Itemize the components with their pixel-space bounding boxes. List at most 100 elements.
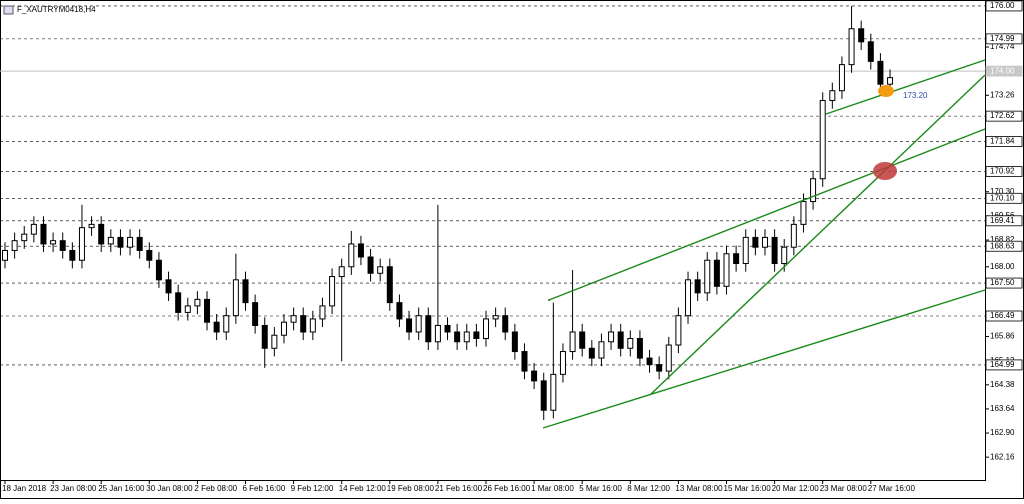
candle-body bbox=[848, 28, 855, 66]
candle-body bbox=[223, 315, 230, 333]
x-tick-label: 13 Mar 08:00 bbox=[675, 484, 723, 493]
candle-body bbox=[752, 236, 759, 248]
candle-body bbox=[665, 344, 672, 372]
y-tick-label: 163.64 bbox=[990, 404, 1015, 413]
candle-body bbox=[319, 305, 326, 320]
candle-body bbox=[800, 201, 807, 225]
candle-body bbox=[290, 315, 297, 323]
candle-body bbox=[713, 259, 720, 287]
candle-body bbox=[761, 236, 768, 248]
candle-body bbox=[127, 236, 134, 248]
candle-body bbox=[588, 347, 595, 359]
candle-body bbox=[117, 236, 124, 248]
x-tick-label: 8 Mar 12:00 bbox=[627, 484, 670, 493]
y-tick-label: 170.30 bbox=[990, 187, 1015, 196]
candle-body bbox=[175, 292, 182, 313]
x-tick-label: 19 Feb 08:00 bbox=[387, 484, 435, 493]
x-tick-label: 15 Mar 16:00 bbox=[724, 484, 772, 493]
candle-body bbox=[550, 373, 557, 411]
candle-body bbox=[155, 259, 162, 281]
level-label: 170.10 bbox=[990, 193, 1015, 202]
y-tick-label: 168.82 bbox=[990, 235, 1015, 244]
chart-title: F_XAUTRYM0418,H4 bbox=[17, 5, 96, 14]
candle-body bbox=[608, 331, 615, 343]
level-label-box bbox=[985, 359, 1023, 371]
candle-body bbox=[309, 318, 316, 333]
y-tick-label: 165.86 bbox=[990, 332, 1015, 341]
candle-body bbox=[11, 240, 18, 251]
candle-body bbox=[473, 331, 480, 339]
candle-body bbox=[887, 77, 894, 85]
candle-body bbox=[107, 236, 114, 245]
level-label: 174.00 bbox=[990, 66, 1015, 75]
y-tick-label: 173.26 bbox=[990, 90, 1015, 99]
candle-body bbox=[242, 279, 249, 304]
marker bbox=[878, 85, 894, 97]
candle-body bbox=[357, 243, 364, 258]
level-label: 166.49 bbox=[990, 311, 1015, 320]
x-tick-label: 9 Feb 12:00 bbox=[291, 484, 334, 493]
candle-body bbox=[59, 240, 66, 251]
level-label-box bbox=[985, 65, 1023, 77]
level-label-box bbox=[985, 240, 1023, 252]
trendlines bbox=[542, 59, 986, 429]
candle-body bbox=[184, 305, 191, 313]
candle-body bbox=[675, 315, 682, 346]
candle-body bbox=[829, 90, 836, 101]
candle-body bbox=[386, 266, 393, 304]
candles bbox=[2, 5, 894, 421]
candle-body bbox=[300, 315, 307, 333]
candle-body bbox=[98, 223, 105, 245]
x-tick-label: 14 Feb 12:00 bbox=[339, 484, 387, 493]
x-tick-label: 26 Feb 16:00 bbox=[483, 484, 531, 493]
level-label: 174.99 bbox=[990, 34, 1015, 43]
x-tick-label: 1 Mar 08:00 bbox=[531, 484, 574, 493]
candle-body bbox=[511, 331, 518, 353]
candle-body bbox=[338, 266, 345, 278]
candle-body bbox=[790, 223, 797, 248]
candle-body bbox=[646, 357, 653, 366]
candle-body bbox=[415, 315, 422, 333]
trendline bbox=[542, 289, 986, 429]
level-label-box bbox=[985, 192, 1023, 204]
candle-body bbox=[204, 298, 211, 323]
candle-body bbox=[627, 337, 634, 349]
candle-body bbox=[2, 249, 8, 261]
candle-body bbox=[454, 331, 461, 343]
candle-body bbox=[579, 331, 586, 349]
candle-body bbox=[569, 331, 576, 353]
candle-body bbox=[50, 240, 57, 245]
candle-body bbox=[396, 302, 403, 320]
candle-body bbox=[636, 337, 643, 359]
y-tick-label: 162.90 bbox=[990, 428, 1015, 437]
candle-body bbox=[261, 324, 268, 349]
level-label-box bbox=[985, 310, 1023, 322]
candle-body bbox=[598, 341, 605, 359]
candle-body bbox=[502, 315, 509, 333]
candle-body bbox=[733, 253, 740, 265]
level-label: 169.41 bbox=[990, 216, 1015, 225]
candle-body bbox=[348, 243, 355, 268]
candle-body bbox=[78, 227, 85, 261]
candle-body bbox=[377, 266, 384, 274]
level-label: 171.84 bbox=[990, 137, 1015, 146]
candle-body bbox=[367, 256, 374, 274]
candle-body bbox=[483, 318, 489, 339]
trendline bbox=[825, 59, 986, 115]
candle-body bbox=[232, 279, 239, 317]
level-label-box bbox=[985, 136, 1023, 147]
candle-body bbox=[165, 279, 172, 294]
candle-body bbox=[280, 321, 287, 336]
candle-body bbox=[540, 380, 547, 411]
candle-body bbox=[463, 331, 470, 343]
level-label: 168.63 bbox=[990, 241, 1015, 250]
x-tick-label: 23 Jan 08:00 bbox=[50, 484, 97, 493]
candle-body bbox=[30, 223, 37, 235]
candle-body bbox=[723, 253, 730, 287]
level-label: 164.99 bbox=[990, 360, 1015, 369]
candle-body bbox=[656, 364, 663, 372]
candle-body bbox=[559, 351, 566, 375]
